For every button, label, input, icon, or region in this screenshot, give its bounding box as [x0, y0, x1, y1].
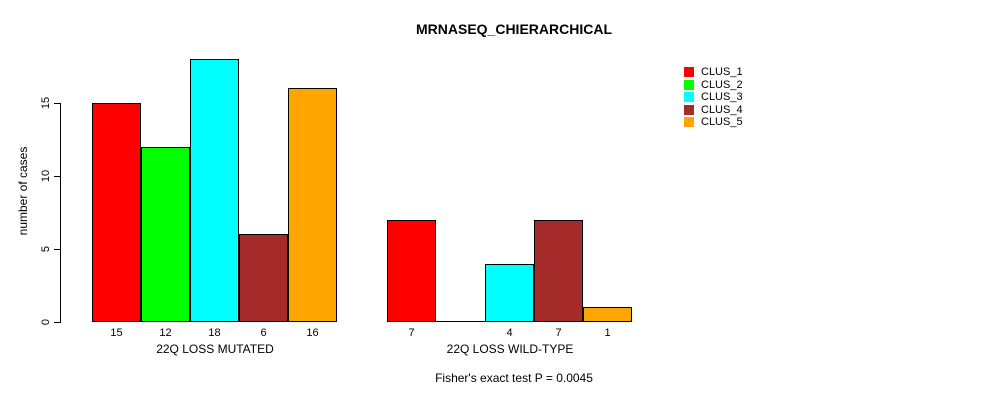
y-tick-label: 0: [40, 318, 52, 326]
legend-label: CLUS_4: [701, 104, 743, 116]
bar-clus_5-group2: [583, 307, 632, 322]
y-tick-label: 15: [40, 96, 52, 110]
x-category-label: 22Q LOSS MUTATED: [156, 342, 274, 356]
legend-row: CLUS_5: [684, 116, 794, 128]
bar-value-label: 7: [408, 327, 415, 339]
legend-label: CLUS_5: [701, 116, 743, 128]
chart-title: MRNASEQ_CHIERARCHICAL: [415, 21, 612, 37]
bar-clus_3-group2: [485, 264, 534, 322]
bar-clus_3-group1: [190, 59, 239, 322]
legend-row: CLUS_3: [684, 91, 794, 103]
y-tick: [54, 103, 60, 104]
legend-swatch-clus_1: [684, 67, 694, 77]
y-axis-title: number of cases: [16, 146, 30, 236]
legend-swatch-clus_2: [684, 80, 694, 90]
bar-value-label: 12: [159, 327, 172, 339]
legend-label: CLUS_1: [701, 66, 743, 78]
bar-clus_2-group1: [141, 147, 190, 322]
y-tick: [54, 176, 60, 177]
bar-clus_4-group2: [534, 220, 583, 322]
legend-label: CLUS_3: [701, 91, 743, 103]
y-axis-line: [60, 103, 61, 323]
legend-swatch-clus_4: [684, 105, 694, 115]
legend-row: CLUS_2: [684, 79, 794, 91]
y-tick: [54, 322, 60, 323]
bar-value-label: 18: [208, 327, 221, 339]
legend-row: CLUS_1: [684, 66, 794, 78]
legend-swatch-clus_5: [684, 117, 694, 127]
bar-value-label: 6: [260, 327, 267, 339]
bar-clus_1-group2: [387, 220, 436, 322]
y-tick: [54, 249, 60, 250]
bar-clus_4-group1: [239, 234, 288, 322]
legend-swatch-clus_3: [684, 92, 694, 102]
bar-value-label: 7: [555, 327, 562, 339]
bar-value-label: 4: [506, 327, 513, 339]
legend-row: CLUS_4: [684, 104, 794, 116]
bar-clus_1-group1: [92, 103, 141, 322]
footer-caption: Fisher's exact test P = 0.0045: [435, 371, 593, 385]
bar-value-label: 16: [306, 327, 319, 339]
bar-value-label: 15: [110, 327, 123, 339]
bar-value-label: 1: [604, 327, 611, 339]
y-tick-label: 10: [40, 169, 52, 183]
x-category-label: 22Q LOSS WILD-TYPE: [446, 342, 574, 356]
bar-clus_2-group2: [436, 321, 485, 322]
bar-clus_5-group1: [288, 88, 337, 322]
legend-label: CLUS_2: [701, 79, 743, 91]
y-tick-label: 5: [40, 245, 52, 253]
